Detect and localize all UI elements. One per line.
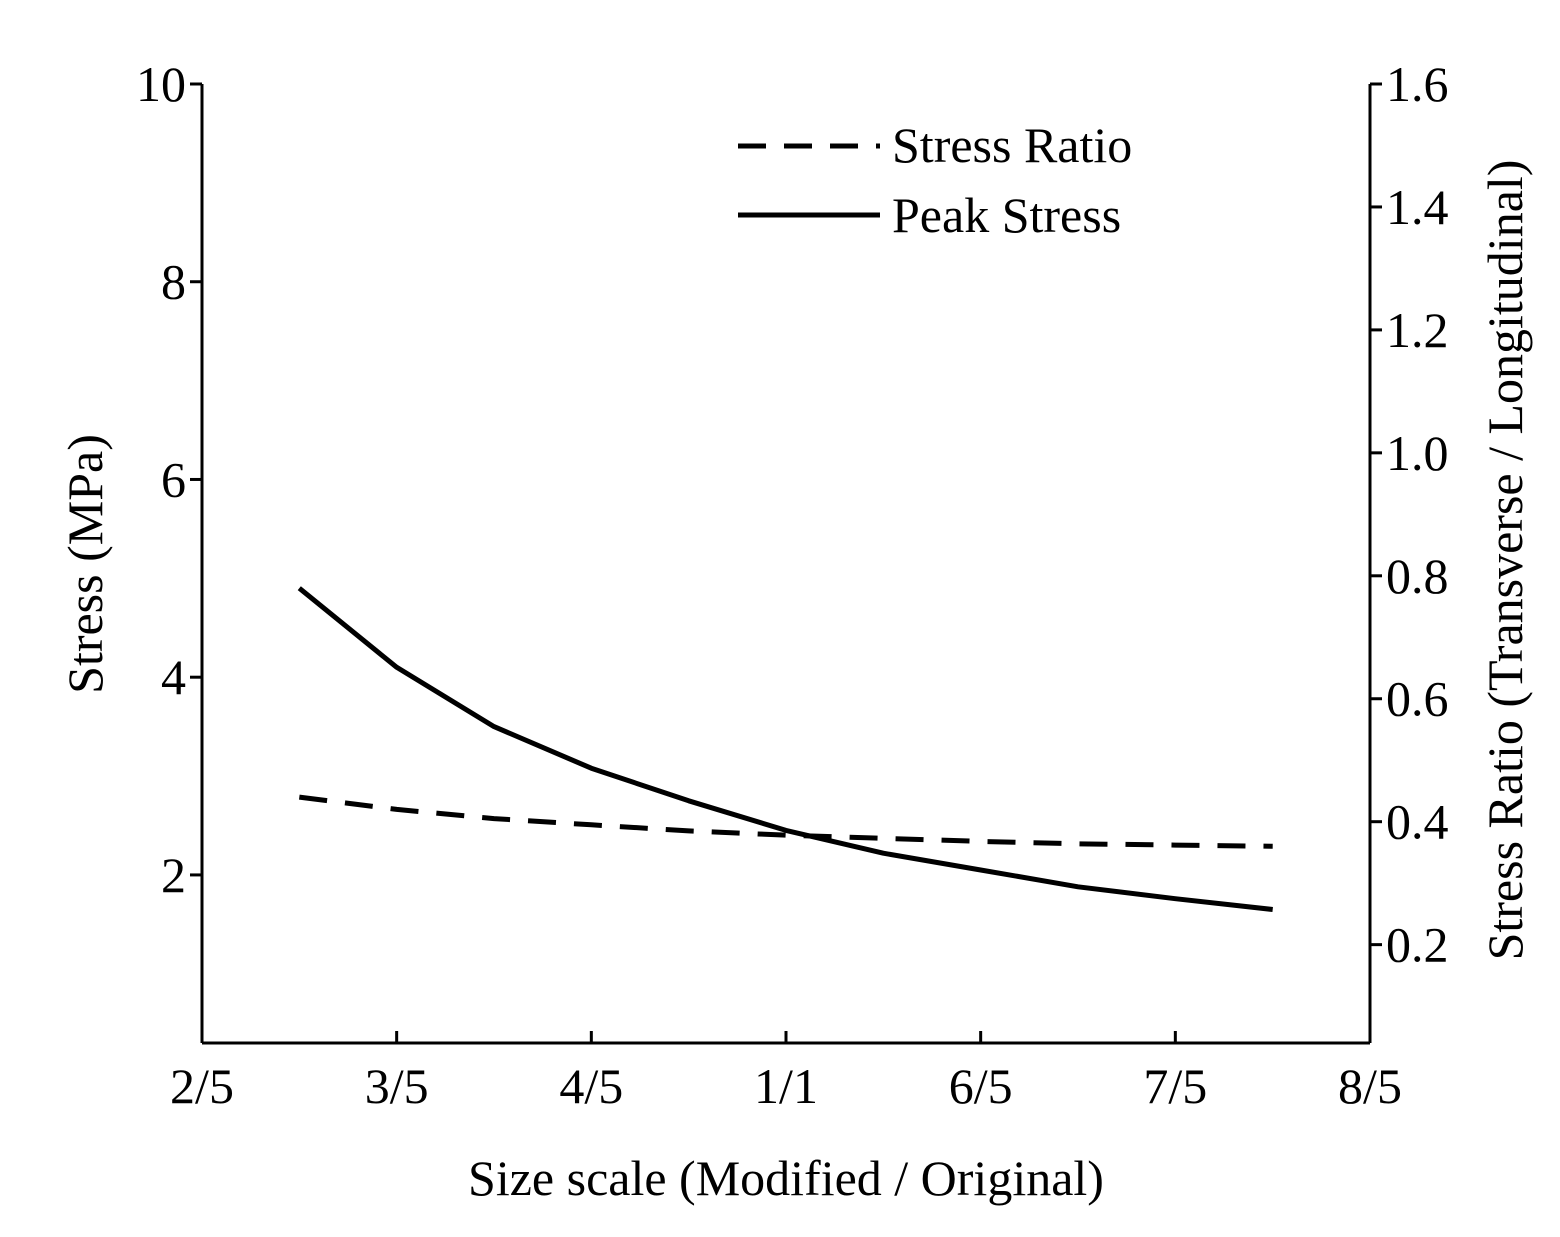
legend-label-stress-ratio: Stress Ratio xyxy=(892,117,1132,173)
y2-tick-label: 0.8 xyxy=(1386,548,1449,604)
series-lines xyxy=(297,586,1273,912)
y-tick-label: 2 xyxy=(161,847,186,903)
y2-tick-label: 0.4 xyxy=(1386,794,1449,850)
y2-axis-title: Stress Ratio (Transverse / Longitudinal) xyxy=(1477,160,1533,961)
x-axis-title: Size scale (Modified / Original) xyxy=(468,1150,1104,1206)
y2-tick-label: 1.2 xyxy=(1386,302,1449,358)
y-axis-title: Stress (MPa) xyxy=(57,434,113,694)
series-line-stress-ratio xyxy=(298,794,1273,849)
x-tick-label: 2/5 xyxy=(170,1058,234,1114)
y2-tick-label: 0.6 xyxy=(1386,671,1449,727)
series-line-peak-stress xyxy=(297,586,1273,912)
y-tick-label: 10 xyxy=(136,56,186,112)
y2-tick-label: 1.4 xyxy=(1386,179,1449,235)
x-tick-label: 8/5 xyxy=(1338,1058,1402,1114)
x-tick-label: 6/5 xyxy=(949,1058,1013,1114)
x-tick-label: 7/5 xyxy=(1143,1058,1207,1114)
y-tick-label: 4 xyxy=(161,649,186,705)
ticks: 2/5 3/5 4/5 1/1 6/5 7/5 8/5 2 4 6 8 10 0.2 0.4 0.6 0.8 1… xyxy=(136,56,1449,1114)
x-tick-label: 3/5 xyxy=(365,1058,429,1114)
y2-tick-label: 1.0 xyxy=(1386,425,1449,481)
y2-tick-label: 0.2 xyxy=(1386,917,1449,973)
legend: Stress Ratio Peak Stress xyxy=(738,117,1132,243)
axis-titles: Size scale (Modified / Original) Stress … xyxy=(57,160,1533,1206)
x-tick-label: 1/1 xyxy=(754,1058,818,1114)
y2-tick-label: 1.6 xyxy=(1386,56,1449,112)
legend-label-peak-stress: Peak Stress xyxy=(892,187,1121,243)
y-tick-label: 8 xyxy=(161,254,186,310)
y-tick-label: 6 xyxy=(161,451,186,507)
x-tick-label: 4/5 xyxy=(559,1058,623,1114)
